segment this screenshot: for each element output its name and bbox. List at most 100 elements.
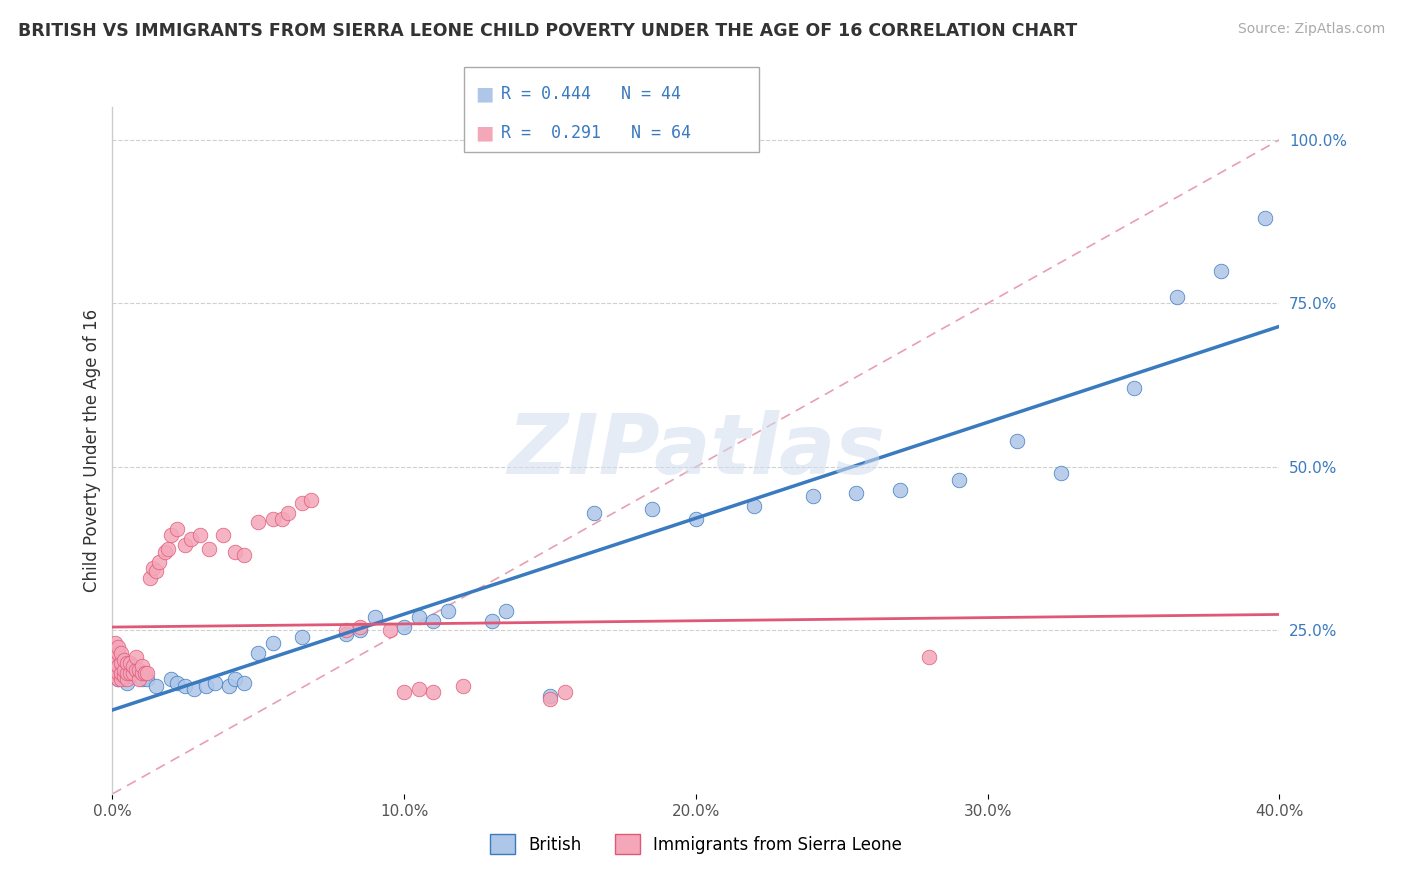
Point: [118, 665, 141, 680]
Point: [107, 640, 129, 654]
Point: [104, 649, 127, 664]
Point: [224, 545, 246, 559]
Point: [174, 679, 197, 693]
Point: [270, 512, 292, 526]
Point: [128, 663, 150, 677]
Point: [166, 522, 188, 536]
Point: [335, 624, 357, 638]
Text: R =  0.291   N = 64: R = 0.291 N = 64: [501, 124, 690, 142]
Point: [112, 669, 135, 683]
Point: [104, 663, 127, 677]
Point: [1209, 263, 1232, 277]
Point: [174, 538, 197, 552]
Point: [122, 665, 145, 680]
Point: [408, 682, 430, 697]
Point: [115, 656, 138, 670]
Point: [948, 473, 970, 487]
Point: [291, 630, 314, 644]
Point: [291, 496, 314, 510]
Point: [554, 685, 576, 699]
Point: [160, 673, 183, 687]
Point: [247, 516, 270, 530]
Text: ■: ■: [475, 123, 494, 143]
Point: [1166, 290, 1188, 304]
Point: [495, 604, 517, 618]
Point: [136, 673, 159, 687]
Point: [262, 636, 284, 650]
Point: [153, 545, 176, 559]
Point: [125, 649, 148, 664]
Point: [110, 656, 132, 670]
Point: [110, 665, 132, 680]
Text: Source: ZipAtlas.com: Source: ZipAtlas.com: [1237, 22, 1385, 37]
Y-axis label: Child Poverty Under the Age of 16: Child Poverty Under the Age of 16: [83, 309, 101, 592]
Point: [218, 679, 240, 693]
Point: [197, 541, 219, 556]
Point: [1122, 381, 1144, 395]
Point: [247, 646, 270, 660]
Point: [107, 673, 129, 687]
Point: [408, 610, 430, 624]
Point: [112, 673, 135, 687]
Point: [107, 646, 129, 660]
Point: [156, 541, 179, 556]
Point: [262, 512, 284, 526]
Point: [1005, 434, 1028, 448]
Point: [131, 665, 153, 680]
Point: [180, 532, 202, 546]
Point: [110, 673, 132, 687]
Point: [582, 506, 605, 520]
Point: [801, 489, 824, 503]
Point: [104, 643, 127, 657]
Point: [641, 502, 664, 516]
Point: [422, 614, 444, 628]
Point: [160, 528, 183, 542]
Point: [232, 548, 254, 562]
Point: [139, 571, 162, 585]
Point: [481, 614, 503, 628]
Point: [122, 659, 145, 673]
Point: [115, 675, 138, 690]
Point: [142, 561, 165, 575]
Point: [394, 620, 416, 634]
Point: [118, 669, 141, 683]
Point: [112, 653, 135, 667]
Point: [107, 665, 129, 680]
Point: [685, 512, 707, 526]
Point: [188, 528, 211, 542]
Point: [110, 665, 132, 680]
Point: [194, 679, 217, 693]
Point: [101, 665, 124, 680]
Point: [918, 649, 941, 664]
Point: [145, 679, 167, 693]
Point: [107, 673, 129, 687]
Point: [742, 499, 765, 513]
Point: [889, 483, 911, 497]
Point: [378, 624, 401, 638]
Point: [394, 685, 416, 699]
Point: [1254, 211, 1277, 226]
Point: [115, 673, 138, 687]
Point: [125, 663, 148, 677]
Point: [110, 646, 132, 660]
Point: [183, 682, 205, 697]
Point: [335, 626, 357, 640]
Point: [136, 665, 159, 680]
Point: [451, 679, 474, 693]
Point: [112, 663, 135, 677]
Point: [115, 665, 138, 680]
Point: [349, 620, 371, 634]
Point: [204, 675, 226, 690]
Point: [538, 689, 561, 703]
Point: [538, 692, 561, 706]
Text: BRITISH VS IMMIGRANTS FROM SIERRA LEONE CHILD POVERTY UNDER THE AGE OF 16 CORREL: BRITISH VS IMMIGRANTS FROM SIERRA LEONE …: [18, 22, 1077, 40]
Point: [166, 675, 188, 690]
Point: [101, 659, 124, 673]
Text: ZIPatlas: ZIPatlas: [508, 410, 884, 491]
Point: [422, 685, 444, 699]
Point: [148, 555, 170, 569]
Point: [437, 604, 460, 618]
Point: [131, 673, 153, 687]
Point: [128, 673, 150, 687]
Point: [104, 636, 127, 650]
